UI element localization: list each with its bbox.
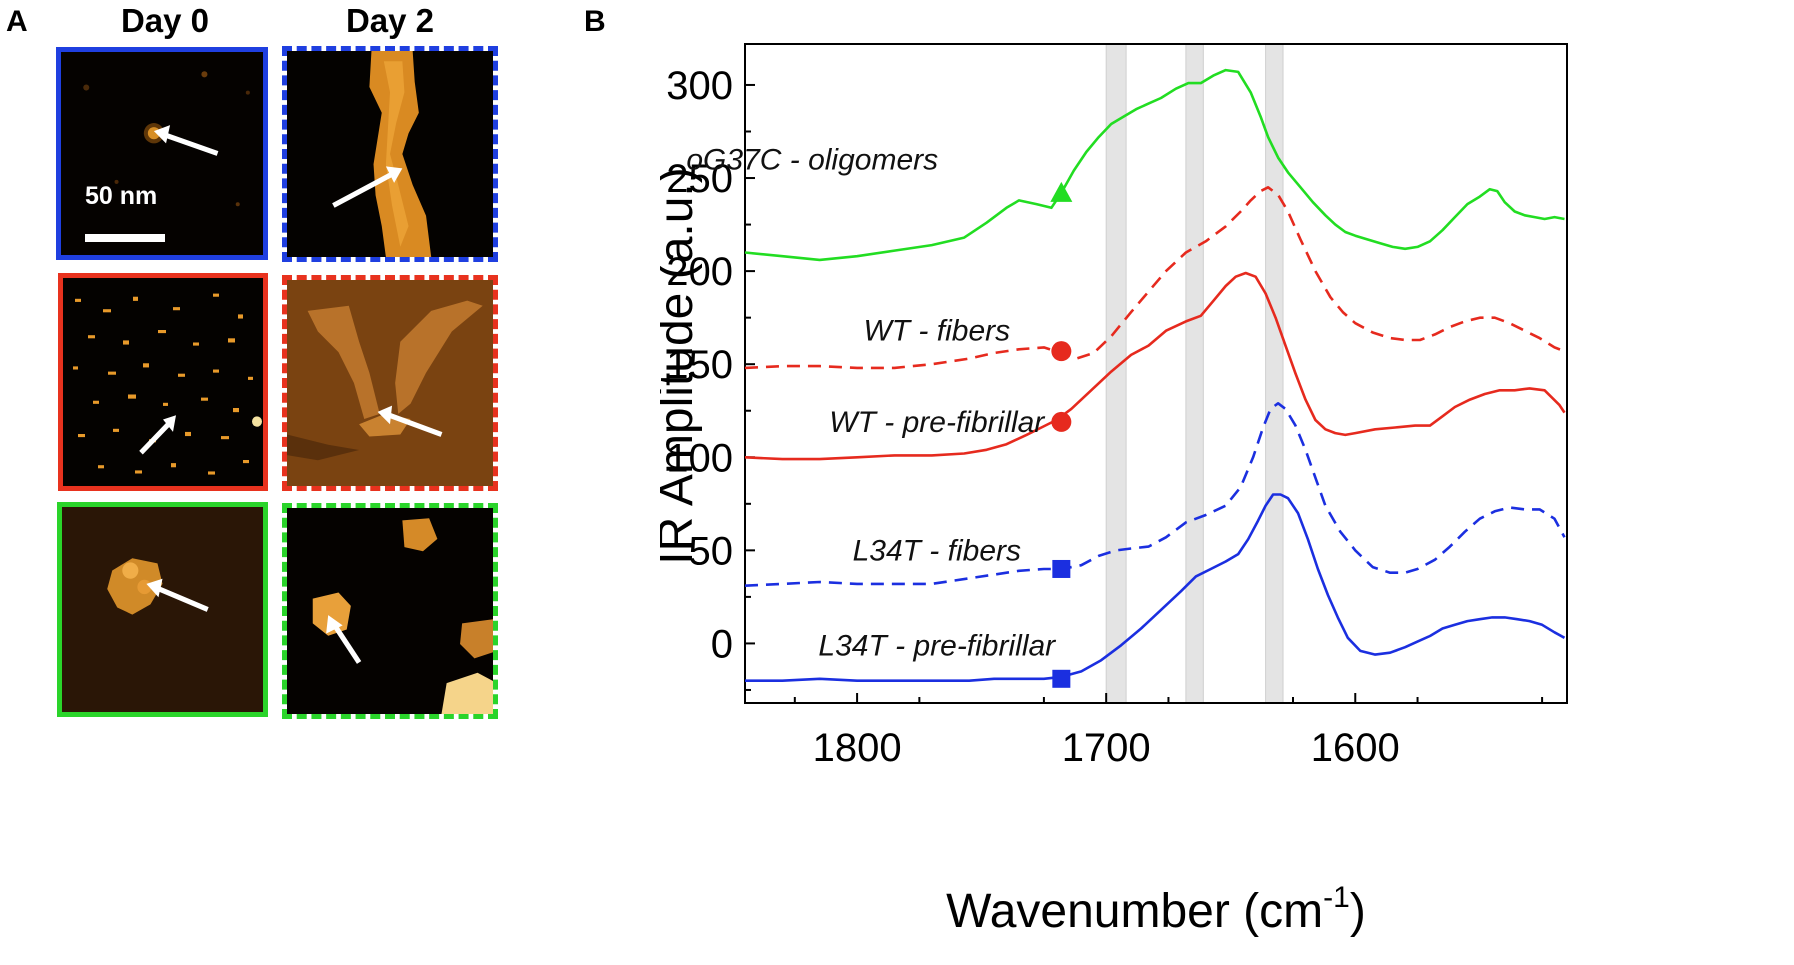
- x-axis-title-sup: -1: [1323, 881, 1350, 914]
- shaded-bands: [1105, 43, 1284, 704]
- x-tick-label-1700: 1700: [1062, 726, 1151, 770]
- day2-title: Day 2: [345, 2, 435, 39]
- series-label-3: L34T - fibers: [853, 534, 1021, 567]
- series-label-1: WT - fibers: [863, 315, 1010, 348]
- x-tick-label-1600: 1600: [1311, 726, 1400, 770]
- series-markers: [1050, 181, 1073, 688]
- y-tick-label-150: 150: [666, 343, 733, 387]
- afm-image-blue-day2: [282, 46, 498, 262]
- series-label-4: L34T - pre-fibrillar: [818, 629, 1056, 662]
- scale-bar-label: 50 nm: [85, 182, 158, 210]
- series-line-2: [744, 271, 1566, 461]
- plot-frame: [744, 43, 1568, 704]
- afm-image-red-day2: [282, 275, 498, 491]
- y-axis-title: IR Amplitude (a.u.): [660, 167, 703, 565]
- x-axis-title-main: Wavenumber (cm: [946, 885, 1323, 938]
- shaded-band-2: [1265, 43, 1284, 704]
- y-tick-label-50: 50: [689, 529, 734, 573]
- series-line-3: [744, 402, 1566, 587]
- series-line-0: [744, 68, 1565, 262]
- series-label-2: WT - pre-fibrillar: [829, 406, 1045, 439]
- afm-image-blue-day0: 50 nm: [56, 47, 268, 260]
- series-marker-4: [1052, 669, 1071, 688]
- y-tick-label-0: 0: [711, 622, 733, 666]
- series-line-4: [745, 493, 1566, 682]
- series-line-1: [744, 186, 1565, 370]
- x-axis-title: Wavenumber (cm-1): [946, 881, 1366, 938]
- x-tick-label-1800: 1800: [813, 726, 902, 770]
- panel-b-label: B: [584, 5, 606, 38]
- y-tick-label-250: 250: [666, 157, 733, 201]
- y-tick-label-100: 100: [666, 436, 733, 480]
- panel-a-label: A: [6, 5, 28, 38]
- afm-image-green-day2: [282, 503, 498, 719]
- x-axis-title-end: ): [1350, 885, 1366, 938]
- day0-title: Day 0: [120, 2, 210, 39]
- axes: 1800 1700 1600 0 50 100 150 200 250 300: [666, 43, 1568, 770]
- series-marker-1: [1051, 341, 1072, 362]
- series-marker-3: [1052, 559, 1071, 578]
- shaded-band-1: [1185, 43, 1204, 704]
- y-tick-label-200: 200: [666, 250, 733, 294]
- series-lines: [744, 68, 1566, 682]
- series-labels: oG37C - oligomers WT - fibers WT - pre-fib…: [686, 143, 1056, 662]
- ir-spectra-chart: 1800 1700 1600 0 50 100 150 200 250 300 oG37C - o…: [660, 43, 1568, 938]
- series-label-0: oG37C - oligomers: [686, 143, 938, 176]
- series-marker-0: [1050, 181, 1073, 202]
- y-tick-label-300: 300: [666, 64, 733, 108]
- afm-image-red-day0: [58, 273, 268, 491]
- afm-image-green-day0: [57, 502, 268, 717]
- series-marker-2: [1051, 411, 1072, 432]
- scale-bar: [85, 234, 165, 242]
